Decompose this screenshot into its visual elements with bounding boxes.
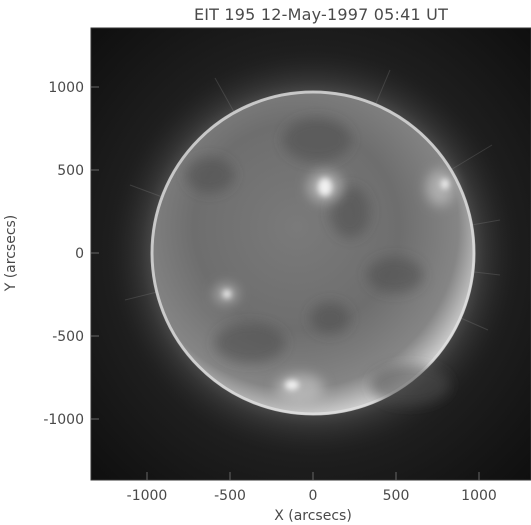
x-tick-neg1000: -1000 bbox=[127, 488, 168, 504]
x-tick-1000: 1000 bbox=[461, 488, 497, 504]
y-tick-neg1000: -1000 bbox=[43, 412, 84, 428]
y-tick-neg500: -500 bbox=[52, 329, 84, 345]
plot-frame bbox=[90, 27, 531, 481]
x-tick-neg500: -500 bbox=[214, 488, 246, 504]
y-axis-ticks bbox=[91, 86, 99, 420]
y-axis-tick-labels: 1000 500 0 -500 -1000 bbox=[43, 80, 84, 428]
y-tick-500: 500 bbox=[57, 163, 84, 179]
y-tick-1000: 1000 bbox=[48, 80, 84, 96]
x-axis-ticks bbox=[146, 472, 480, 480]
active-regions bbox=[214, 170, 454, 402]
y-tick-0: 0 bbox=[75, 246, 84, 262]
x-tick-500: 500 bbox=[383, 488, 410, 504]
x-tick-0: 0 bbox=[309, 488, 318, 504]
plot-title: EIT 195 12-May-1997 05:41 UT bbox=[194, 5, 448, 24]
solar-limb bbox=[150, 90, 476, 416]
y-axis-label: Y (arcsecs) bbox=[3, 215, 19, 293]
x-axis-tick-labels: -1000 -500 0 500 1000 bbox=[127, 488, 497, 504]
coronal-holes bbox=[186, 118, 450, 405]
x-axis-label: X (arcsecs) bbox=[274, 508, 352, 524]
